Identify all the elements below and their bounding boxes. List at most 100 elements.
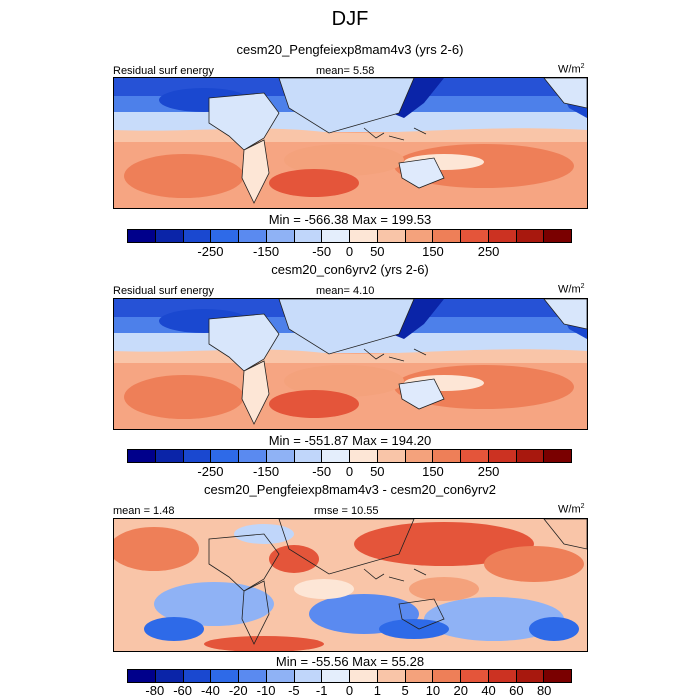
colorbar-swatch bbox=[183, 230, 212, 242]
panel2-left-label: Residual surf energy bbox=[113, 285, 214, 297]
colorbar-swatch bbox=[322, 230, 350, 242]
colorbar-swatch bbox=[266, 230, 295, 242]
panel1-mean-label: mean= 5.58 bbox=[316, 65, 375, 77]
colorbar-swatch bbox=[516, 230, 545, 242]
colorbar-swatch bbox=[239, 230, 267, 242]
colorbar-tick-label: 1 bbox=[373, 683, 381, 698]
panel1-minmax: Min = -566.38 Max = 199.53 bbox=[268, 212, 432, 227]
colorbar-swatch bbox=[461, 230, 489, 242]
colorbar-swatch bbox=[377, 450, 406, 462]
panel2-colorbar bbox=[127, 449, 572, 463]
colorbar-tick-label: 50 bbox=[370, 464, 385, 479]
colorbar-swatch bbox=[183, 670, 212, 682]
colorbar-swatch bbox=[155, 670, 184, 682]
colorbar-tick-label: -10 bbox=[256, 683, 276, 698]
colorbar-tick-label: 250 bbox=[477, 244, 500, 259]
colorbar-swatch bbox=[211, 230, 239, 242]
colorbar-tick-label: 20 bbox=[453, 683, 468, 698]
colorbar-tick-label: -80 bbox=[145, 683, 165, 698]
panel1-map bbox=[113, 77, 588, 209]
colorbar-tick-label: 50 bbox=[370, 244, 385, 259]
colorbar-swatch bbox=[405, 450, 434, 462]
panel2-units: W/m2 bbox=[558, 283, 585, 296]
panel3-subtitle: cesm20_Pengfeiexp8mam4v3 - cesm20_con6yr… bbox=[204, 482, 496, 497]
panel3-map bbox=[113, 518, 588, 652]
colorbar-swatch bbox=[516, 670, 545, 682]
colorbar-swatch bbox=[377, 230, 406, 242]
panel2-map bbox=[113, 298, 588, 430]
colorbar-tick-label: 150 bbox=[422, 244, 444, 259]
colorbar-swatch bbox=[322, 670, 350, 682]
colorbar-swatch bbox=[350, 230, 378, 242]
panel1-colorbar-ticks: -250 -150 -50 0 50 150 250 bbox=[127, 244, 572, 260]
colorbar-tick-label: -150 bbox=[253, 464, 280, 479]
colorbar-swatch bbox=[155, 230, 184, 242]
colorbar-tick-label: -5 bbox=[288, 683, 300, 698]
colorbar-tick-label: 0 bbox=[345, 244, 354, 259]
colorbar-tick-label: 10 bbox=[425, 683, 441, 698]
colorbar-swatch bbox=[350, 670, 378, 682]
colorbar-tick-label: 80 bbox=[536, 683, 552, 698]
colorbar-tick-label: 5 bbox=[401, 683, 409, 698]
panel2-colorbar-ticks: -250 -150 -50 0 50 150 250 bbox=[127, 464, 572, 480]
colorbar-tick-label: 250 bbox=[477, 464, 500, 479]
panel2-minmax: Min = -551.87 Max = 194.20 bbox=[268, 433, 432, 448]
colorbar-swatch bbox=[488, 450, 517, 462]
colorbar-swatch bbox=[294, 670, 323, 682]
panel3-units: W/m2 bbox=[558, 503, 585, 516]
colorbar-swatch bbox=[461, 450, 489, 462]
colorbar-tick-label: -250 bbox=[197, 244, 224, 259]
colorbar-swatch bbox=[350, 450, 378, 462]
colorbar-swatch bbox=[377, 670, 406, 682]
panel3-rmse-label: rmse = 10.55 bbox=[314, 505, 379, 517]
colorbar-tick-label: -50 bbox=[312, 244, 332, 259]
colorbar-tick-label: -40 bbox=[201, 683, 220, 698]
colorbar-swatch bbox=[488, 230, 517, 242]
panel1-units: W/m2 bbox=[558, 63, 585, 76]
colorbar-tick-label: -50 bbox=[312, 464, 332, 479]
colorbar-tick-label: -60 bbox=[173, 683, 193, 698]
colorbar-swatch bbox=[211, 450, 239, 462]
colorbar-swatch bbox=[544, 230, 571, 242]
colorbar-swatch bbox=[461, 670, 489, 682]
colorbar-swatch bbox=[294, 230, 323, 242]
colorbar-tick-label: 150 bbox=[422, 464, 444, 479]
colorbar-tick-label: 0 bbox=[345, 464, 354, 479]
colorbar-tick-label: -150 bbox=[253, 244, 280, 259]
colorbar-tick-label: 0 bbox=[345, 683, 354, 698]
colorbar-swatch bbox=[488, 670, 517, 682]
colorbar-swatch bbox=[405, 230, 434, 242]
colorbar-tick-label: -1 bbox=[315, 683, 328, 698]
panel1-colorbar bbox=[127, 229, 572, 243]
colorbar-swatch bbox=[266, 670, 295, 682]
colorbar-swatch bbox=[128, 450, 156, 462]
colorbar-swatch bbox=[155, 450, 184, 462]
panel2-mean-label: mean= 4.10 bbox=[316, 285, 375, 297]
panel3-mean-label: mean = 1.48 bbox=[113, 505, 175, 517]
colorbar-swatch bbox=[128, 670, 156, 682]
colorbar-swatch bbox=[322, 450, 350, 462]
colorbar-swatch bbox=[211, 670, 239, 682]
colorbar-swatch bbox=[239, 450, 267, 462]
colorbar-swatch bbox=[183, 450, 212, 462]
colorbar-swatch bbox=[544, 450, 571, 462]
colorbar-swatch bbox=[516, 450, 545, 462]
panel1-subtitle: cesm20_Pengfeiexp8mam4v3 (yrs 2-6) bbox=[236, 42, 464, 57]
panel2-subtitle: cesm20_con6yrv2 (yrs 2-6) bbox=[271, 262, 429, 277]
colorbar-tick-label: 60 bbox=[509, 683, 524, 698]
colorbar-swatch bbox=[433, 450, 461, 462]
panel3-colorbar bbox=[127, 669, 572, 683]
colorbar-tick-label: 40 bbox=[481, 683, 496, 698]
colorbar-tick-label: -250 bbox=[197, 464, 224, 479]
panel1-left-label: Residual surf energy bbox=[113, 65, 214, 77]
colorbar-swatch bbox=[544, 670, 571, 682]
panel3-colorbar-ticks: -80 -60 -40 -20 -10 -5 -1 0 1 5 10 20 40 60 80 bbox=[127, 683, 572, 699]
colorbar-swatch bbox=[433, 230, 461, 242]
colorbar-swatch bbox=[433, 670, 461, 682]
colorbar-swatch bbox=[294, 450, 323, 462]
colorbar-tick-label: -20 bbox=[228, 683, 248, 698]
panel3-minmax: Min = -55.56 Max = 55.28 bbox=[275, 654, 425, 669]
colorbar-swatch bbox=[128, 230, 156, 242]
colorbar-swatch bbox=[239, 670, 267, 682]
colorbar-swatch bbox=[266, 450, 295, 462]
